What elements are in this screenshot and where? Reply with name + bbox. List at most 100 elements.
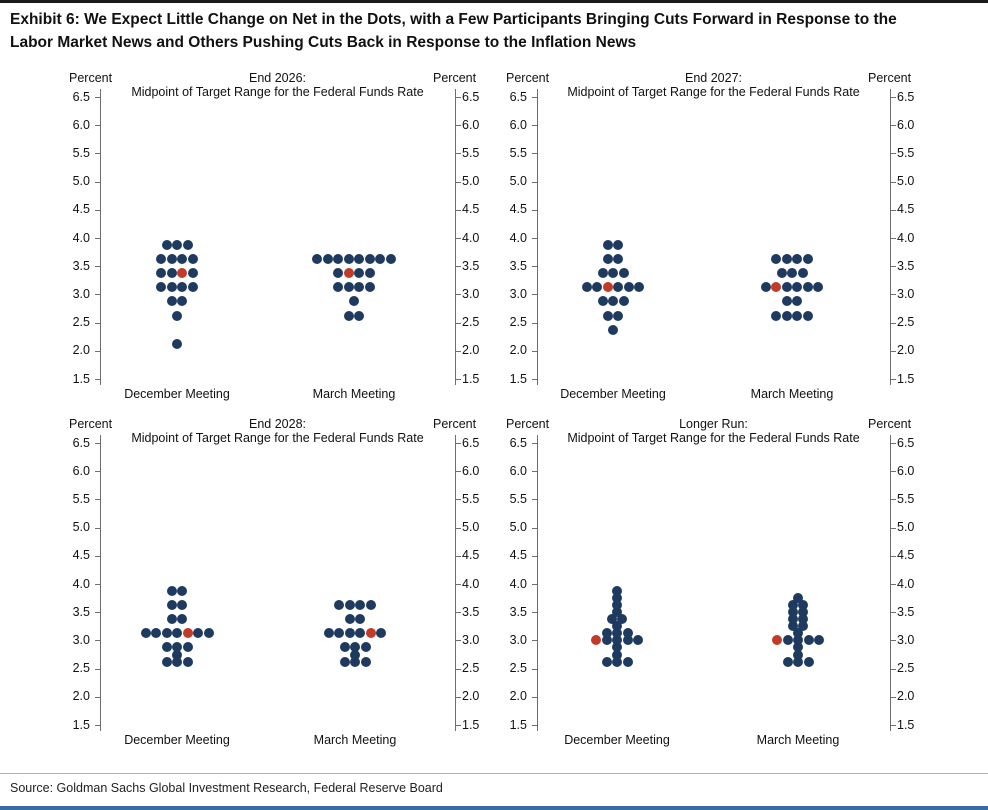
y-tick-label-left: 5.0 <box>72 520 90 535</box>
participant-dot <box>792 296 803 307</box>
y-tick-label-right: 3.5 <box>897 604 915 619</box>
y-tick-left <box>95 294 100 296</box>
y-tick-label-right: 5.0 <box>897 174 915 189</box>
y-tick-left <box>532 379 537 380</box>
y-tick-right <box>891 294 896 296</box>
participant-dot <box>787 268 797 279</box>
y-tick-label-left: 3.5 <box>509 258 527 273</box>
x-label-march: March Meeting <box>313 733 397 747</box>
participant-dot <box>161 656 172 667</box>
participant-dot <box>787 614 798 625</box>
participant-dot <box>376 628 387 639</box>
y-tick-left <box>532 238 537 239</box>
y-axis-left <box>100 89 101 385</box>
participant-dot <box>793 656 803 667</box>
participant-dot <box>612 600 622 611</box>
participant-dot <box>334 628 345 639</box>
participant-dot <box>803 635 814 646</box>
y-tick-right <box>891 499 896 501</box>
y-axis-label-right: Percent <box>868 417 912 431</box>
participant-dot <box>612 649 622 660</box>
y-axis-label-left: Percent <box>506 417 550 431</box>
participant-dot <box>612 656 622 667</box>
participant-dot <box>140 628 151 639</box>
participant-dot <box>798 607 809 618</box>
participant-dot <box>612 586 622 597</box>
panel-title-line2: Midpoint of Target Range for the Federal… <box>131 431 424 445</box>
participant-dot <box>360 656 371 667</box>
y-tick-label-right: 2.0 <box>462 689 480 704</box>
participant-dot <box>161 240 172 251</box>
participant-dot <box>813 282 824 293</box>
participant-dot <box>793 649 803 660</box>
y-tick-label-left: 3.0 <box>509 632 527 647</box>
y-tick-label-left: 2.5 <box>72 661 90 676</box>
y-tick-label-right: 5.5 <box>462 145 480 160</box>
y-tick-label-left: 5.0 <box>72 174 90 189</box>
y-tick-label-right: 6.5 <box>897 435 915 450</box>
y-tick-label-left: 3.0 <box>72 632 90 647</box>
y-tick-right <box>456 696 461 698</box>
y-tick-label-right: 3.0 <box>462 632 480 647</box>
y-tick-right <box>456 668 461 670</box>
participant-dot <box>792 310 803 321</box>
participant-dot <box>354 282 365 293</box>
y-tick-label-left: 2.0 <box>72 343 90 358</box>
y-tick-label-right: 6.0 <box>897 117 915 132</box>
y-tick-right <box>456 181 461 183</box>
y-tick-left <box>532 612 537 614</box>
participant-dot <box>344 628 355 639</box>
y-tick-left <box>95 499 100 501</box>
participant-dot <box>798 600 809 611</box>
participant-dot <box>339 642 350 653</box>
y-tick-right <box>456 238 461 239</box>
participant-dot <box>781 282 792 293</box>
participant-dot <box>601 628 612 639</box>
y-tick-label-left: 5.5 <box>509 491 527 506</box>
participant-dot <box>312 254 323 265</box>
top-rule <box>0 0 988 3</box>
participant-dot <box>166 586 177 597</box>
y-axis-left <box>537 89 538 385</box>
y-axis-label-left: Percent <box>69 417 113 431</box>
y-axis-left <box>537 435 538 731</box>
y-tick-left <box>95 555 100 557</box>
y-tick-right <box>456 294 461 296</box>
y-tick-label-right: 3.0 <box>897 632 915 647</box>
y-tick-label-right: 2.0 <box>897 343 915 358</box>
y-tick-left <box>532 527 537 529</box>
y-tick-label-right: 6.0 <box>462 463 480 478</box>
y-tick-label-left: 3.5 <box>509 604 527 619</box>
x-label-december: December Meeting <box>124 387 230 401</box>
y-tick-left <box>95 153 100 155</box>
y-tick-left <box>532 350 537 352</box>
participant-dot <box>350 656 360 667</box>
y-tick-left <box>532 97 537 98</box>
y-tick-left <box>95 350 100 352</box>
participant-dot <box>608 296 618 307</box>
y-tick-label-left: 3.5 <box>72 604 90 619</box>
participant-dot <box>172 240 182 251</box>
y-tick-label-left: 4.0 <box>72 576 90 591</box>
participant-dot <box>161 628 172 639</box>
y-tick-label-right: 5.5 <box>897 491 915 506</box>
y-axis-right <box>455 89 456 385</box>
y-tick-label-left: 2.0 <box>509 689 527 704</box>
participant-dot <box>771 310 782 321</box>
y-tick-right <box>891 209 896 211</box>
participant-dot <box>375 254 386 265</box>
y-axis-right <box>890 435 891 731</box>
y-tick-right <box>891 322 896 324</box>
participant-dot <box>612 621 622 632</box>
y-tick-label-left: 1.5 <box>72 717 90 732</box>
participant-dot <box>618 268 629 279</box>
participant-dot <box>802 310 813 321</box>
participant-dot <box>343 254 354 265</box>
participant-dot <box>613 310 624 321</box>
participant-dot <box>177 614 188 625</box>
y-tick-label-right: 5.0 <box>462 520 480 535</box>
y-tick-label-left: 6.0 <box>509 463 527 478</box>
y-tick-right <box>456 266 461 268</box>
y-tick-label-left: 4.5 <box>509 202 527 217</box>
